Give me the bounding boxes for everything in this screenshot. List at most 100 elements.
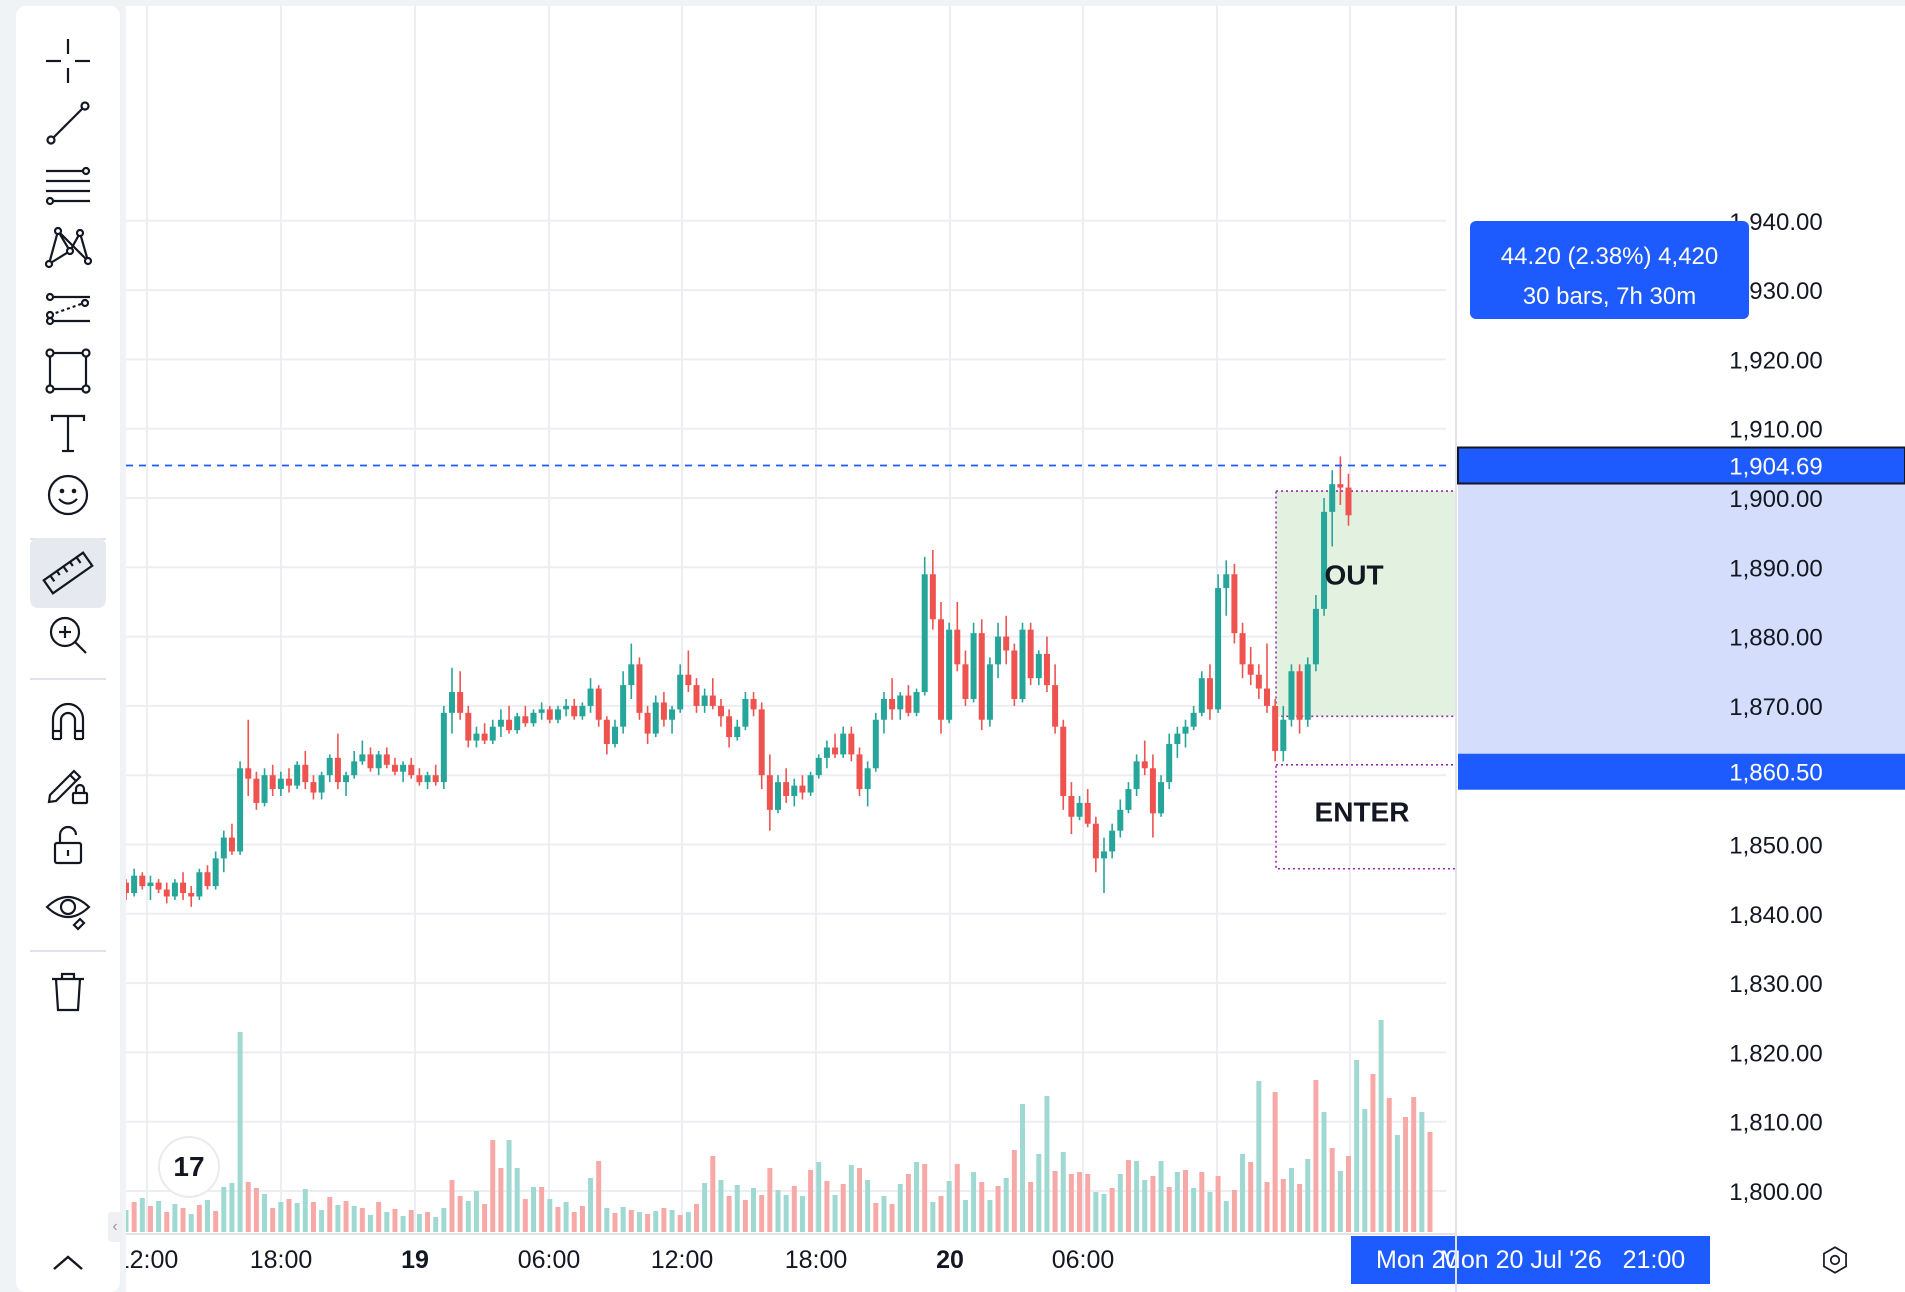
candle <box>188 886 195 907</box>
volume-bar <box>710 1156 716 1232</box>
volume-bar <box>1223 1201 1229 1232</box>
volume-bar <box>1394 1135 1400 1232</box>
chart-pane[interactable]: OUT ENTER 1,940.00 1,930.00 1,920.00 1,910.… <box>126 6 1905 1292</box>
candle <box>1247 646 1254 686</box>
volume-bar <box>408 1210 414 1232</box>
unlock-icon[interactable] <box>30 810 106 880</box>
volume-bar <box>1125 1160 1131 1232</box>
volume-bar <box>433 1217 439 1232</box>
rectangle-icon[interactable] <box>30 336 106 406</box>
candle <box>742 692 749 731</box>
volume-bar <box>498 1168 504 1232</box>
candle <box>644 705 651 745</box>
candle <box>457 671 464 720</box>
candle <box>180 872 187 900</box>
candle <box>416 768 423 786</box>
scroll-left-icon[interactable]: ‹ <box>108 1212 122 1242</box>
volume-bar <box>1313 1080 1319 1232</box>
volume-bar <box>694 1204 699 1232</box>
candle <box>1206 664 1213 720</box>
pencil-lock-icon[interactable] <box>30 748 106 818</box>
volume-bar <box>1427 1132 1433 1232</box>
candle <box>237 761 244 855</box>
volume-bar <box>221 1187 227 1232</box>
trash-icon[interactable] <box>30 956 106 1026</box>
volume-bar <box>310 1202 316 1232</box>
price-tick-label: 1,900.00 <box>1729 486 1822 513</box>
volume-bar <box>213 1211 219 1232</box>
eye-icon[interactable] <box>30 872 106 942</box>
smiley-icon[interactable] <box>30 460 106 530</box>
candle <box>766 754 773 831</box>
volume-bar <box>1378 1020 1384 1232</box>
volume-bar <box>302 1189 308 1232</box>
tradingview-logo[interactable]: 17 <box>160 1138 218 1196</box>
forecast-icon[interactable] <box>30 274 106 344</box>
candle <box>1312 595 1319 672</box>
volume-bar <box>1183 1170 1188 1232</box>
candle <box>343 771 350 796</box>
price-tick-label: 1,870.00 <box>1729 694 1822 721</box>
horizontal-lines-icon[interactable] <box>30 150 106 220</box>
candle <box>440 705 447 790</box>
volume-bar <box>612 1213 618 1232</box>
candle <box>840 726 847 758</box>
volume-bar <box>457 1196 463 1232</box>
candle <box>546 705 553 724</box>
candle <box>978 619 985 731</box>
collapse-toolbar-icon[interactable] <box>30 1228 106 1292</box>
volume-bar <box>1011 1150 1017 1232</box>
volume-bar <box>1158 1161 1164 1232</box>
volume-bar <box>1093 1192 1099 1232</box>
candle <box>1019 622 1026 703</box>
text-icon[interactable] <box>30 398 106 468</box>
candle <box>171 879 178 900</box>
zoom-in-icon[interactable] <box>30 600 106 670</box>
volume-bar <box>327 1197 333 1232</box>
magnet-icon[interactable] <box>30 686 106 756</box>
volume-bar <box>1134 1161 1140 1232</box>
candle <box>359 740 366 765</box>
volume-bar <box>270 1208 276 1232</box>
candle <box>1329 470 1336 547</box>
volume-bar <box>1411 1097 1417 1232</box>
volume-bar <box>359 1208 365 1232</box>
candle <box>1027 622 1034 686</box>
volume-bar <box>1256 1081 1262 1232</box>
volume-bar <box>938 1196 944 1232</box>
candlesticks <box>126 456 1352 907</box>
candle <box>126 879 129 900</box>
candle <box>220 830 227 873</box>
time-tick-label: 06:00 <box>1052 1246 1115 1274</box>
ruler-icon[interactable] <box>30 538 106 608</box>
candle <box>1149 754 1156 838</box>
crosshair-icon[interactable] <box>30 26 106 96</box>
candle <box>864 761 871 807</box>
volume-bar <box>914 1162 920 1232</box>
volume-bar <box>147 1206 153 1232</box>
volume-bar <box>726 1196 732 1232</box>
candle <box>286 768 292 793</box>
candle <box>424 771 431 790</box>
candle <box>652 695 659 738</box>
candle <box>554 705 561 724</box>
time-axis-background <box>126 1234 1456 1292</box>
price-chart[interactable]: OUT ENTER 1,940.001,930.001,920.001,910.… <box>126 6 1905 1292</box>
candle <box>717 698 724 727</box>
candle <box>832 733 839 758</box>
candle <box>807 771 814 796</box>
measure-start-time-label: Mon 20 <box>1376 1246 1459 1274</box>
volume-bar <box>1297 1184 1303 1232</box>
volume-bar <box>384 1212 390 1232</box>
volume-bar <box>1003 1178 1009 1232</box>
candle <box>432 764 439 786</box>
volume-bar <box>832 1195 838 1232</box>
pattern-icon[interactable] <box>30 212 106 282</box>
candle <box>538 702 545 720</box>
chart-settings-icon[interactable] <box>1815 1240 1855 1280</box>
volume-bar <box>1386 1098 1392 1232</box>
volume-bar <box>131 1202 137 1232</box>
volume-bar <box>905 1174 911 1232</box>
crosshair-price-label: 1,904.69 <box>1729 453 1822 480</box>
trend-line-icon[interactable] <box>30 88 106 158</box>
